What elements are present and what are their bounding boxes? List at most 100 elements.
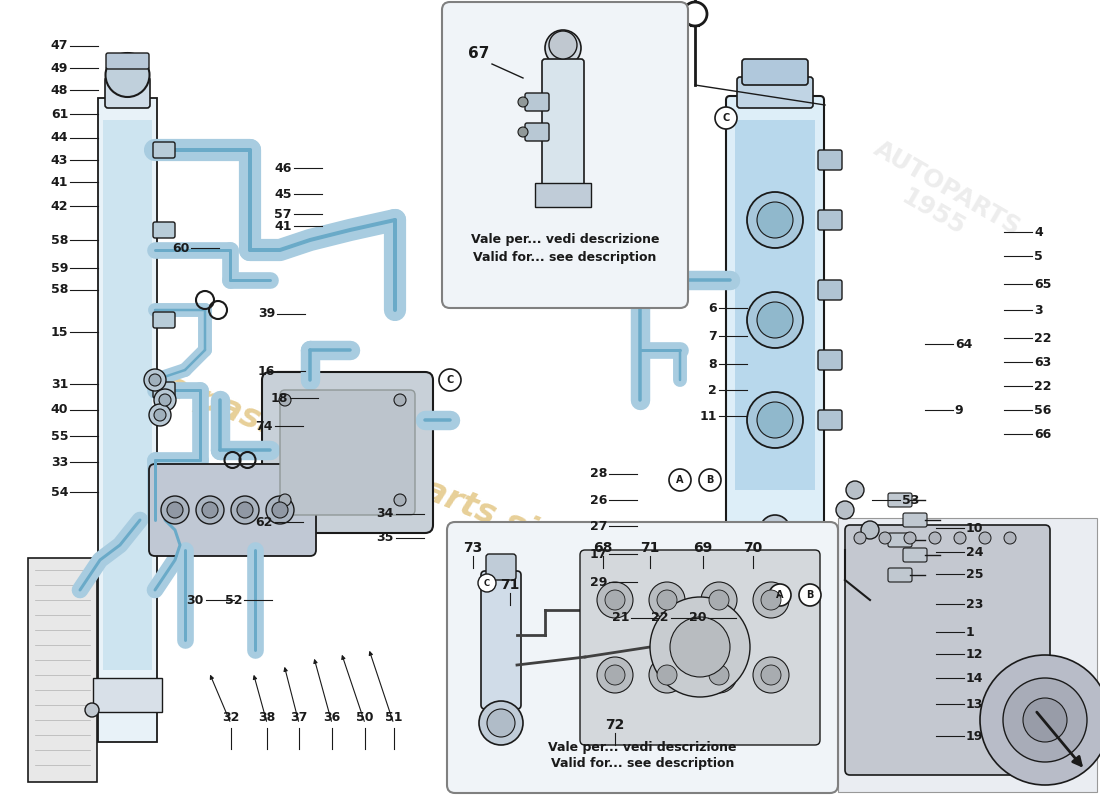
- Circle shape: [769, 584, 791, 606]
- Text: 8: 8: [708, 358, 717, 370]
- Text: 39: 39: [257, 307, 275, 320]
- FancyBboxPatch shape: [888, 568, 912, 582]
- Circle shape: [761, 665, 781, 685]
- Circle shape: [683, 2, 707, 26]
- FancyBboxPatch shape: [535, 183, 591, 207]
- Text: 64: 64: [955, 338, 972, 350]
- FancyBboxPatch shape: [818, 210, 842, 230]
- Circle shape: [710, 665, 729, 685]
- Text: C: C: [484, 578, 491, 587]
- Circle shape: [478, 574, 496, 592]
- Text: 72: 72: [605, 718, 625, 732]
- Circle shape: [1004, 532, 1016, 544]
- Text: Valid for... see description: Valid for... see description: [551, 757, 734, 770]
- Text: 71: 71: [500, 578, 519, 592]
- Text: A: A: [777, 590, 783, 600]
- Text: 66: 66: [1034, 428, 1052, 441]
- FancyBboxPatch shape: [888, 533, 912, 547]
- Circle shape: [487, 709, 515, 737]
- Circle shape: [148, 374, 161, 386]
- Circle shape: [649, 582, 685, 618]
- FancyBboxPatch shape: [818, 350, 842, 370]
- Text: 70: 70: [744, 541, 762, 555]
- FancyBboxPatch shape: [838, 518, 1097, 792]
- Circle shape: [144, 369, 166, 391]
- Circle shape: [980, 655, 1100, 785]
- Circle shape: [701, 657, 737, 693]
- Text: 20: 20: [689, 611, 706, 624]
- Circle shape: [846, 481, 864, 499]
- Circle shape: [930, 532, 940, 544]
- Text: 5: 5: [1034, 250, 1043, 262]
- Text: 50: 50: [356, 711, 374, 724]
- Text: 40: 40: [51, 403, 68, 416]
- Text: C: C: [723, 113, 729, 123]
- FancyBboxPatch shape: [447, 522, 838, 793]
- Circle shape: [154, 389, 176, 411]
- Circle shape: [394, 394, 406, 406]
- Text: 38: 38: [258, 711, 276, 724]
- Text: 31: 31: [51, 378, 68, 390]
- Text: 30: 30: [186, 594, 204, 606]
- Circle shape: [236, 502, 253, 518]
- Text: 22: 22: [651, 611, 669, 624]
- Text: 47: 47: [51, 39, 68, 52]
- FancyBboxPatch shape: [818, 150, 842, 170]
- Text: 26: 26: [590, 494, 607, 506]
- Circle shape: [747, 192, 803, 248]
- Text: A: A: [676, 475, 684, 485]
- FancyBboxPatch shape: [888, 493, 912, 507]
- Text: 22: 22: [1034, 380, 1052, 393]
- Text: 1: 1: [966, 626, 975, 638]
- Text: 36: 36: [323, 711, 341, 724]
- Text: 57: 57: [274, 208, 292, 221]
- Circle shape: [649, 657, 685, 693]
- Text: 7: 7: [708, 330, 717, 342]
- Text: 56: 56: [1034, 404, 1052, 417]
- Text: AUTOPARTS
1955: AUTOPARTS 1955: [856, 136, 1025, 264]
- Text: 13: 13: [966, 698, 983, 710]
- Circle shape: [597, 657, 632, 693]
- Text: 2: 2: [708, 384, 717, 397]
- Circle shape: [757, 302, 793, 338]
- Text: 51: 51: [385, 711, 403, 724]
- FancyBboxPatch shape: [153, 312, 175, 328]
- FancyBboxPatch shape: [735, 120, 815, 490]
- Text: 19: 19: [966, 730, 983, 742]
- FancyBboxPatch shape: [742, 59, 808, 85]
- Text: 63: 63: [1034, 356, 1052, 369]
- Text: 74: 74: [255, 420, 273, 433]
- Text: 29: 29: [590, 576, 607, 589]
- Circle shape: [879, 532, 891, 544]
- Text: 11: 11: [700, 410, 717, 422]
- FancyBboxPatch shape: [103, 120, 152, 670]
- FancyBboxPatch shape: [153, 222, 175, 238]
- Text: 21: 21: [612, 611, 629, 624]
- Text: 15: 15: [51, 326, 68, 338]
- Circle shape: [394, 494, 406, 506]
- Circle shape: [657, 590, 676, 610]
- FancyBboxPatch shape: [903, 548, 927, 562]
- Text: 55: 55: [51, 430, 68, 442]
- Text: 60: 60: [172, 242, 189, 254]
- Circle shape: [106, 53, 150, 97]
- Text: 9: 9: [955, 404, 964, 417]
- FancyBboxPatch shape: [153, 142, 175, 158]
- Circle shape: [854, 532, 866, 544]
- Text: 58: 58: [51, 283, 68, 296]
- Circle shape: [650, 597, 750, 697]
- Circle shape: [518, 97, 528, 107]
- Text: 18: 18: [271, 392, 288, 405]
- Circle shape: [478, 701, 522, 745]
- Text: 54: 54: [51, 486, 68, 498]
- Circle shape: [605, 665, 625, 685]
- Circle shape: [196, 496, 224, 524]
- Circle shape: [518, 127, 528, 137]
- Text: 58: 58: [51, 234, 68, 246]
- Circle shape: [698, 469, 720, 491]
- Text: 68: 68: [593, 541, 613, 555]
- Text: B: B: [806, 590, 814, 600]
- Circle shape: [202, 502, 218, 518]
- FancyBboxPatch shape: [28, 558, 97, 782]
- Circle shape: [836, 501, 854, 519]
